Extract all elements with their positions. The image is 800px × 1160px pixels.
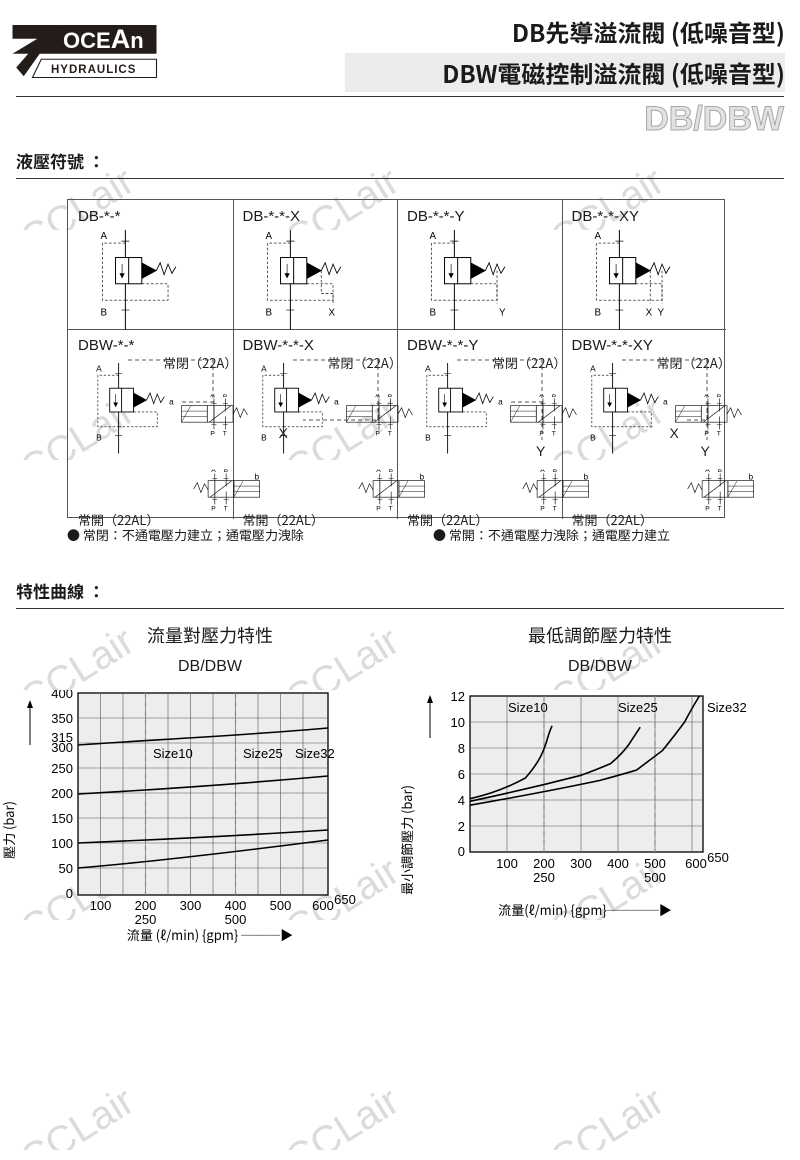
svg-text:250: 250 xyxy=(51,761,73,776)
svg-text:350: 350 xyxy=(51,711,73,726)
svg-text:B: B xyxy=(594,307,601,318)
svg-text:Size25: Size25 xyxy=(243,746,283,761)
svg-text:400: 400 xyxy=(225,898,247,913)
svg-text:6: 6 xyxy=(458,767,465,782)
svg-text:650: 650 xyxy=(707,850,729,865)
svg-text:0: 0 xyxy=(458,844,465,859)
svg-text:流量 (ℓ/min) {gpm} ───▶: 流量 (ℓ/min) {gpm} ───▶ xyxy=(127,925,293,944)
svg-text:B: B xyxy=(265,307,272,318)
svg-text:Size10: Size10 xyxy=(153,746,193,761)
svg-text:HYDRAULICS: HYDRAULICS xyxy=(51,64,136,76)
svg-text:A: A xyxy=(265,231,272,242)
svg-text:300: 300 xyxy=(180,898,202,913)
svg-text:200: 200 xyxy=(51,786,73,801)
svg-text:Size32: Size32 xyxy=(295,746,335,761)
svg-text:A: A xyxy=(594,231,601,242)
svg-text:Y: Y xyxy=(499,307,506,318)
svg-text:200: 200 xyxy=(135,898,157,913)
svg-text:400: 400 xyxy=(607,856,629,871)
svg-text:50: 50 xyxy=(59,861,73,876)
svg-text:X: X xyxy=(645,307,652,318)
svg-text:B: B xyxy=(100,307,107,318)
svg-text:600: 600 xyxy=(685,856,707,871)
svg-text:400: 400 xyxy=(51,690,73,701)
svg-text:500: 500 xyxy=(644,870,666,885)
svg-text:b: b xyxy=(748,473,753,482)
svg-text:2: 2 xyxy=(458,819,465,834)
svg-text:X: X xyxy=(328,307,335,318)
svg-text:600: 600 xyxy=(312,898,334,913)
svg-text:100: 100 xyxy=(90,898,112,913)
svg-text:300: 300 xyxy=(570,856,592,871)
svg-text:OCEAn: OCEAn xyxy=(63,24,144,54)
svg-text:Size10: Size10 xyxy=(508,700,548,715)
svg-text:0: 0 xyxy=(66,886,73,901)
svg-text:Size25: Size25 xyxy=(618,700,658,715)
svg-text:200: 200 xyxy=(533,856,555,871)
svg-text:流量(ℓ/min) {gpm}────▶: 流量(ℓ/min) {gpm}────▶ xyxy=(498,900,672,919)
svg-text:A: A xyxy=(429,231,436,242)
svg-text:10: 10 xyxy=(451,715,465,730)
svg-text:A: A xyxy=(100,231,107,242)
svg-text:壓力 (bar): 壓力 (bar) xyxy=(0,801,18,859)
svg-text:500: 500 xyxy=(644,856,666,871)
svg-text:4: 4 xyxy=(458,793,465,808)
svg-text:500: 500 xyxy=(270,898,292,913)
svg-text:150: 150 xyxy=(51,811,73,826)
svg-text:最小調節壓力 (bar): 最小調節壓力 (bar) xyxy=(400,785,416,895)
svg-text:100: 100 xyxy=(496,856,518,871)
svg-text:100: 100 xyxy=(51,836,73,851)
svg-text:650: 650 xyxy=(334,892,356,907)
svg-text:Size32: Size32 xyxy=(707,700,747,715)
svg-text:250: 250 xyxy=(533,870,555,885)
svg-text:8: 8 xyxy=(458,741,465,756)
svg-text:Y: Y xyxy=(657,307,664,318)
svg-text:B: B xyxy=(429,307,436,318)
svg-text:300: 300 xyxy=(51,740,73,755)
svg-text:12: 12 xyxy=(451,690,465,704)
